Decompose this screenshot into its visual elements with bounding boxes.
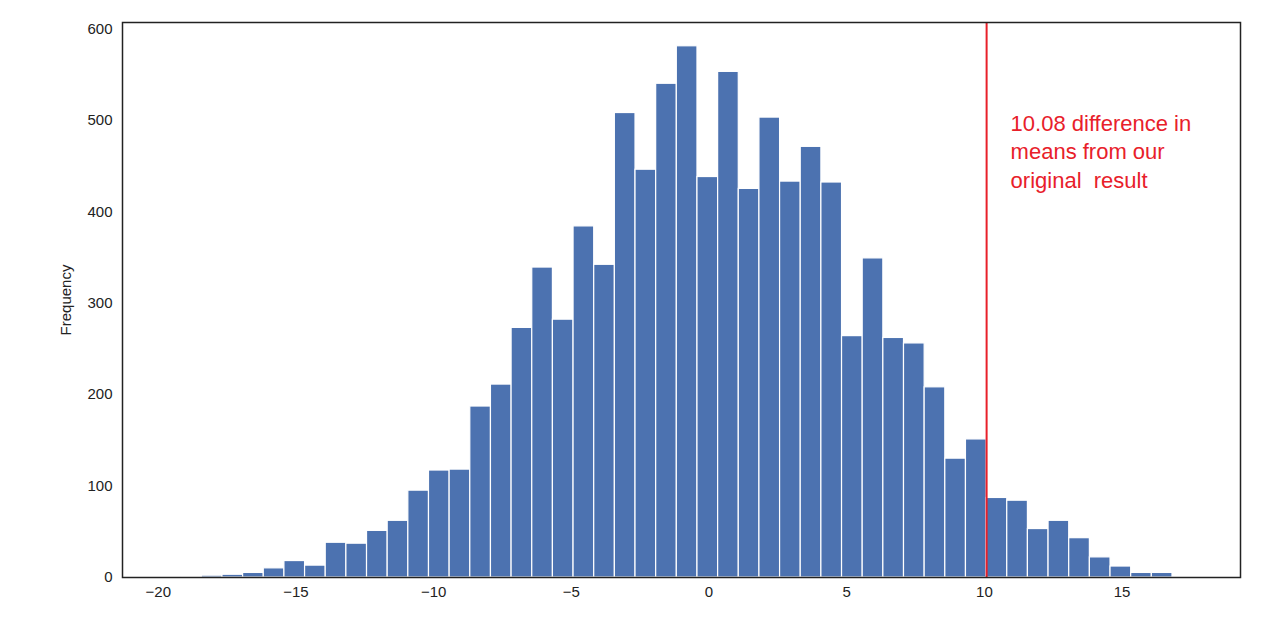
svg-text:−20: −20 — [146, 583, 171, 600]
svg-text:10.08 difference inmeans from: 10.08 difference inmeans from ourorigina… — [1011, 111, 1192, 193]
svg-text:0: 0 — [104, 568, 112, 585]
svg-text:600: 600 — [87, 20, 112, 37]
svg-text:−5: −5 — [563, 583, 580, 600]
svg-text:300: 300 — [87, 294, 112, 311]
svg-text:−10: −10 — [421, 583, 446, 600]
svg-text:100: 100 — [87, 477, 112, 494]
svg-text:Frequency: Frequency — [57, 264, 74, 335]
svg-text:200: 200 — [87, 385, 112, 402]
svg-text:15: 15 — [1114, 583, 1131, 600]
svg-text:−15: −15 — [283, 583, 308, 600]
svg-text:400: 400 — [87, 203, 112, 220]
svg-text:5: 5 — [843, 583, 851, 600]
svg-text:0: 0 — [705, 583, 713, 600]
svg-text:500: 500 — [87, 111, 112, 128]
svg-text:10: 10 — [976, 583, 993, 600]
